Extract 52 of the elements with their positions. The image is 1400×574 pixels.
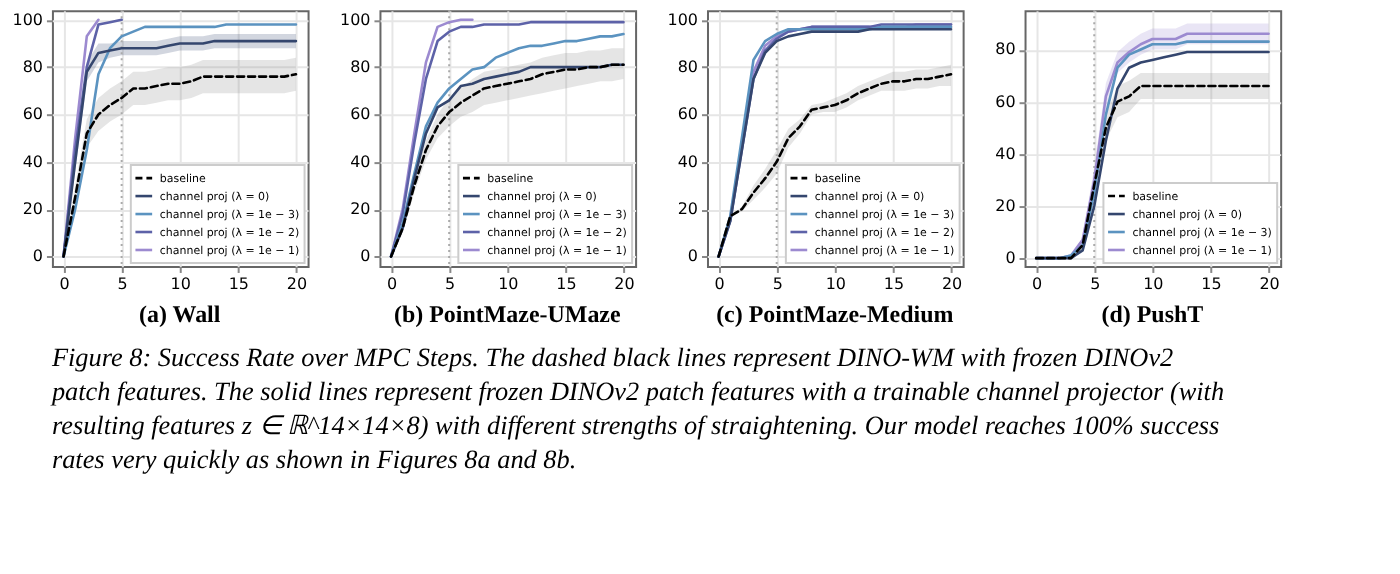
x-tick-label: 10 — [1143, 274, 1164, 293]
y-tick-label: 20 — [995, 196, 1016, 215]
x-tick-label: 15 — [228, 274, 249, 293]
x-tick-label: 10 — [498, 274, 519, 293]
text: (b) PointMaze-UMaze — [393, 299, 621, 328]
y-tick-label: 80 — [995, 40, 1016, 59]
caption: Figure 8: Success Rate over MPC Steps. The dashed black lines represent DINO-WM with frozen DINOv2 — [49, 341, 1175, 372]
x-tick-label: 20 — [614, 274, 635, 293]
x-tick-label: 15 — [883, 274, 905, 293]
x-tick-label: 5 — [772, 274, 783, 293]
text: rates very quickly as shown in Figures 8a and 8b. — [51, 443, 577, 474]
line-series — [389, 18, 474, 258]
x-tick-label: 5 — [1090, 274, 1101, 293]
y-tick-label: 40 — [350, 152, 371, 171]
y-tick-label: 40 — [995, 144, 1016, 163]
y-tick-label: 20 — [350, 200, 371, 219]
text: (d) PushT — [1101, 299, 1204, 328]
x-tick-label: 20 — [286, 274, 308, 293]
y-tick-label: 60 — [350, 105, 371, 124]
x-tick-label: 5 — [445, 274, 456, 293]
x-tick-label: 0 — [387, 274, 398, 293]
text: resulting features z ∈ ℝ^14×14×8) with different strengths of straightening. Our model reaches 100% success — [51, 409, 1220, 440]
y-tick-label: 20 — [22, 200, 43, 219]
y-tick-label: 100 — [12, 10, 43, 29]
y-tick-label: 80 — [677, 58, 698, 77]
x-tick-label: 15 — [1201, 274, 1222, 293]
x-tick-label: 10 — [825, 274, 846, 293]
y-tick-label: 80 — [350, 58, 371, 77]
x-tick-label: 10 — [170, 274, 191, 293]
text: (c) PointMaze-Medium — [716, 299, 954, 328]
y-tick-label: 100 — [340, 10, 371, 29]
text: patch features. The solid lines represent frozen DINOv2 patch features with a trainable channel projector (with — [49, 375, 1225, 406]
y-tick-label: 40 — [22, 152, 43, 171]
x-tick-label: 0 — [1032, 274, 1043, 293]
y-tick-label: 60 — [995, 92, 1016, 111]
y-tick-label: 0 — [32, 247, 43, 266]
y-tick-label: 0 — [687, 247, 698, 266]
y-tick-label: 0 — [360, 247, 371, 266]
y-tick-label: 20 — [677, 200, 698, 219]
y-tick-label: 40 — [677, 152, 698, 171]
y-tick-label: 0 — [1005, 249, 1016, 268]
y-tick-label: 80 — [22, 58, 43, 77]
x-tick-label: 5 — [117, 274, 128, 293]
x-tick-label: 20 — [941, 274, 963, 293]
x-tick-label: 0 — [59, 274, 70, 293]
y-tick-label: 60 — [677, 105, 698, 124]
x-tick-label: 15 — [556, 274, 577, 293]
x-tick-label: 20 — [1259, 274, 1280, 293]
y-tick-label: 60 — [22, 105, 43, 124]
y-tick-label: 100 — [667, 10, 698, 29]
text: (a) Wall — [139, 299, 222, 328]
x-tick-label: 0 — [714, 274, 725, 293]
